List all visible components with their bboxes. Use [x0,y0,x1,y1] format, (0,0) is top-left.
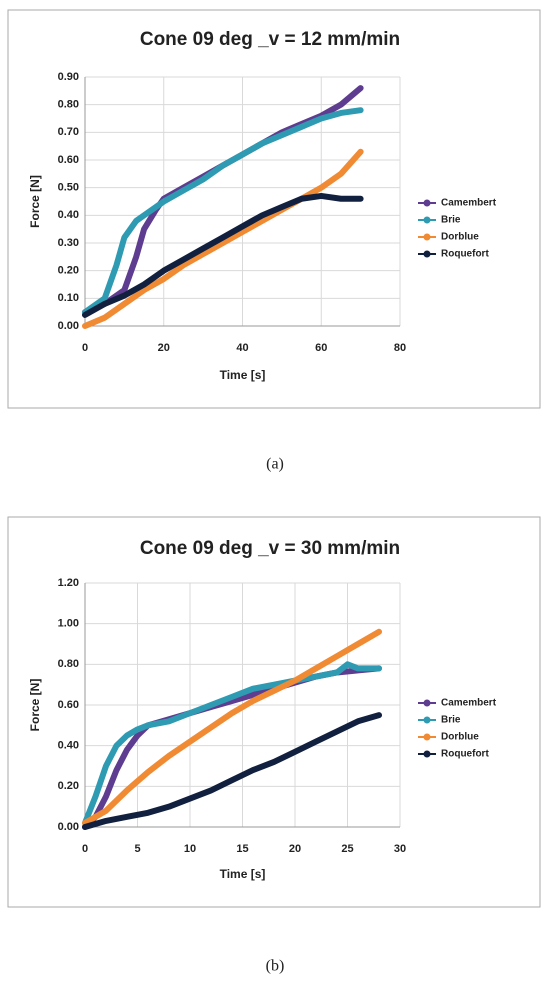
legend-marker [423,216,431,224]
y-tick-label: 0.60 [58,154,79,166]
x-tick-label: 20 [289,843,301,855]
y-tick-label: 0.50 [58,182,79,194]
x-axis-label: Time [s] [220,368,266,382]
y-tick-label: 0.80 [58,658,79,670]
y-tick-label: 0.60 [58,699,79,711]
y-tick-label: 0.70 [58,126,79,138]
legend-marker [423,716,431,724]
x-tick-label: 40 [236,342,248,354]
legend-label: Brie [441,715,461,726]
legend-marker [423,250,431,258]
y-tick-label: 1.20 [58,577,79,589]
y-tick-label: 0.40 [58,740,79,752]
y-tick-label: 1.00 [58,618,79,630]
legend-label: Roquefort [441,749,489,760]
chart-title: Cone 09 deg _v = 12 mm/min [140,29,400,50]
legend-marker [423,750,431,758]
legend-marker [423,733,431,741]
y-tick-label: 0.20 [58,265,79,277]
x-tick-label: 0 [82,843,88,855]
y-tick-label: 0.00 [58,821,79,833]
x-tick-label: 30 [394,843,406,855]
y-tick-label: 0.90 [58,71,79,83]
legend-marker [423,699,431,707]
x-tick-label: 5 [134,843,140,855]
legend-label: Camembert [441,698,497,709]
chart-frame [7,516,541,908]
legend-label: Camembert [441,198,497,209]
legend-label: Brie [441,215,461,226]
legend-label: Roquefort [441,249,489,260]
y-tick-label: 0.00 [58,320,79,332]
y-axis-label: Force [N] [28,679,42,732]
series-line [82,661,382,826]
y-tick-label: 0.30 [58,237,79,249]
series-line [82,148,364,329]
legend-label: Dorblue [441,232,479,243]
caption: (b) [266,958,285,975]
x-axis-label: Time [s] [220,867,266,881]
x-tick-label: 0 [82,342,88,354]
series-line [82,628,382,826]
x-tick-label: 20 [158,342,170,354]
caption: (a) [266,456,284,473]
legend-marker [423,233,431,241]
series-line [82,712,382,830]
x-tick-label: 60 [315,342,327,354]
y-tick-label: 0.40 [58,209,79,221]
y-tick-label: 0.80 [58,99,79,111]
x-tick-label: 15 [236,843,248,855]
y-tick-label: 0.20 [58,780,79,792]
series-line [82,192,364,318]
x-tick-label: 25 [341,843,353,855]
x-tick-label: 10 [184,843,196,855]
y-tick-label: 0.10 [58,292,79,304]
chart-title: Cone 09 deg _v = 30 mm/min [140,538,400,559]
series-line [82,107,364,316]
legend-marker [423,199,431,207]
x-tick-label: 80 [394,342,406,354]
y-axis-label: Force [N] [28,175,42,228]
legend-label: Dorblue [441,732,479,743]
